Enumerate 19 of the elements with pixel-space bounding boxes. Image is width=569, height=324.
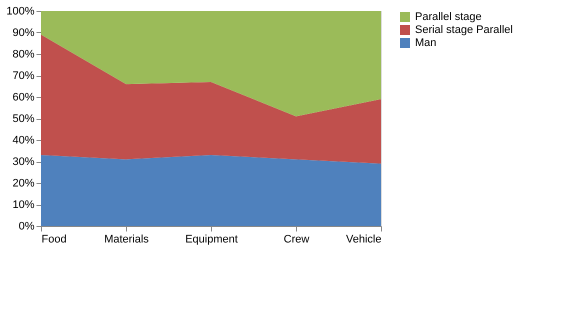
y-tick-label: 0% [18,220,35,232]
y-tick-label: 70% [12,70,35,82]
y-tick-label: 100% [6,6,35,18]
y-tick-label: 60% [12,92,35,104]
y-tick-label: 20% [12,178,35,190]
x-tick-label: Crew [284,234,310,246]
legend-label: Serial stage Parallel [415,24,513,36]
legend-label: Man [415,37,436,49]
y-tick-label: 30% [12,156,35,168]
y-tick-label: 90% [12,27,35,39]
y-tick-label: 10% [12,199,35,211]
x-tick-label: Vehicle [346,234,382,246]
y-tick-label: 40% [12,134,35,146]
y-tick-label: 50% [12,113,35,125]
y-tick-label: 80% [12,48,35,60]
x-tick-label: Materials [104,234,150,246]
legend-label: Parallel stage [415,11,482,23]
x-tick-label: Food [42,234,67,246]
x-tick-label: Equipment [185,234,238,246]
